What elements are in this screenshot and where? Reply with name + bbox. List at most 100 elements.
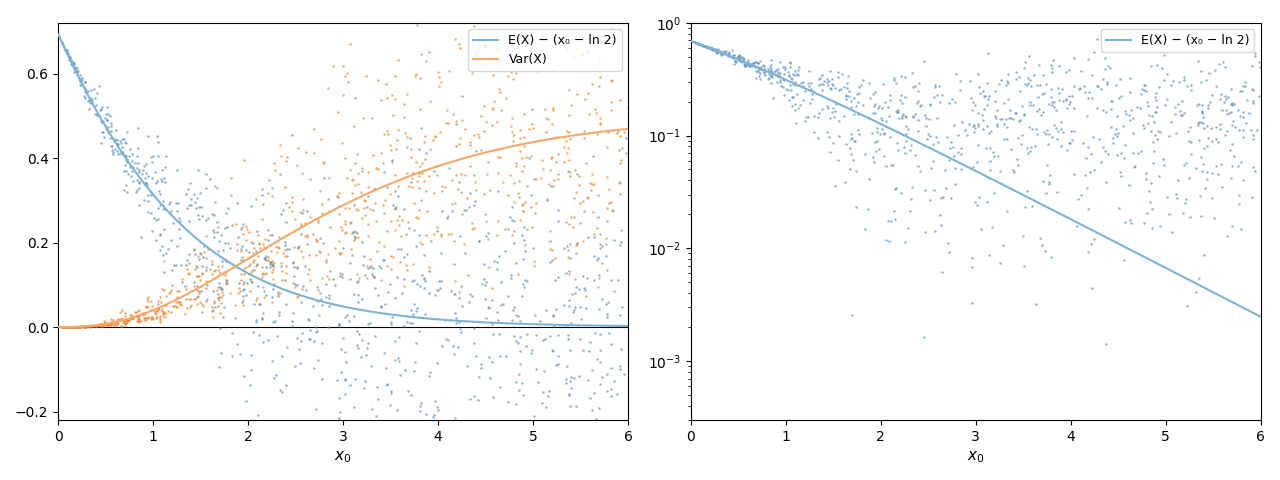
Point xyxy=(1021,202,1042,210)
Point xyxy=(142,313,163,321)
Point xyxy=(205,304,225,312)
Point xyxy=(972,111,992,119)
Point xyxy=(154,268,174,276)
Point xyxy=(943,152,964,160)
Point xyxy=(1206,162,1226,170)
Point xyxy=(479,304,499,312)
Point xyxy=(137,312,157,320)
Point xyxy=(116,316,137,324)
Point xyxy=(141,313,161,321)
Point xyxy=(1107,132,1128,140)
E(X) − (x₀ − ln 2) xyxy=(954,161,969,167)
Point xyxy=(488,231,508,239)
Point xyxy=(216,209,237,217)
Point xyxy=(150,231,170,239)
Point xyxy=(339,259,360,267)
Point xyxy=(329,210,349,217)
Point xyxy=(1052,128,1073,136)
Point xyxy=(187,272,207,280)
Point xyxy=(445,36,466,43)
Point xyxy=(726,57,746,65)
Point xyxy=(177,304,197,312)
Point xyxy=(1157,193,1178,201)
Point xyxy=(297,233,317,241)
Point xyxy=(268,249,288,256)
Point xyxy=(460,189,480,196)
Point xyxy=(234,270,255,278)
Point xyxy=(536,129,557,136)
Point xyxy=(152,167,173,174)
Point xyxy=(110,322,131,329)
Point xyxy=(585,105,605,113)
Point xyxy=(526,365,547,373)
Point xyxy=(479,229,499,237)
Point xyxy=(472,280,493,288)
Point xyxy=(718,49,739,57)
Point xyxy=(74,88,95,96)
Point xyxy=(609,190,630,198)
Point xyxy=(1155,101,1175,108)
Point xyxy=(580,179,600,187)
Point xyxy=(285,362,306,370)
Point xyxy=(378,131,398,138)
Point xyxy=(499,171,520,179)
Point xyxy=(110,315,131,323)
Point xyxy=(270,262,291,269)
Point xyxy=(471,360,492,368)
Point xyxy=(506,400,526,408)
Point xyxy=(56,48,77,56)
Point xyxy=(413,252,434,259)
Point xyxy=(410,402,430,410)
Point xyxy=(814,77,835,85)
Point xyxy=(64,323,84,331)
Point xyxy=(509,134,530,142)
Point xyxy=(256,244,276,252)
Point xyxy=(247,411,268,419)
Point xyxy=(561,172,581,180)
Point xyxy=(1187,101,1207,108)
Point xyxy=(214,269,234,276)
Point xyxy=(973,116,993,124)
Point xyxy=(252,216,273,223)
Point xyxy=(97,110,118,118)
Point xyxy=(438,119,458,127)
Point xyxy=(436,214,457,222)
Point xyxy=(352,114,372,122)
Point xyxy=(127,153,147,160)
Point xyxy=(828,117,849,125)
Point xyxy=(808,134,828,142)
Point xyxy=(150,201,170,209)
Point xyxy=(919,132,940,140)
Point xyxy=(355,204,375,212)
Point xyxy=(282,208,302,216)
Point xyxy=(500,271,521,278)
Point xyxy=(499,214,520,221)
Point xyxy=(1074,82,1094,90)
Point xyxy=(415,138,435,145)
Point xyxy=(63,59,83,67)
Point xyxy=(739,60,759,68)
Point xyxy=(154,257,174,265)
Point xyxy=(329,203,349,210)
Point xyxy=(844,94,864,101)
Point xyxy=(590,230,611,238)
Point xyxy=(115,152,136,159)
Point xyxy=(611,431,631,438)
Point xyxy=(445,414,466,421)
Point xyxy=(97,319,118,327)
Point xyxy=(543,312,563,320)
Point xyxy=(379,190,399,198)
Point xyxy=(289,242,310,250)
Point xyxy=(1057,104,1078,112)
Point xyxy=(196,254,216,262)
Point xyxy=(346,205,366,213)
Point xyxy=(72,323,92,330)
Point xyxy=(312,239,333,247)
Point xyxy=(759,63,780,71)
Point xyxy=(187,263,207,271)
Point xyxy=(132,170,152,178)
Point xyxy=(408,169,429,177)
Point xyxy=(387,273,407,281)
Point xyxy=(360,205,380,213)
Point xyxy=(512,280,532,288)
